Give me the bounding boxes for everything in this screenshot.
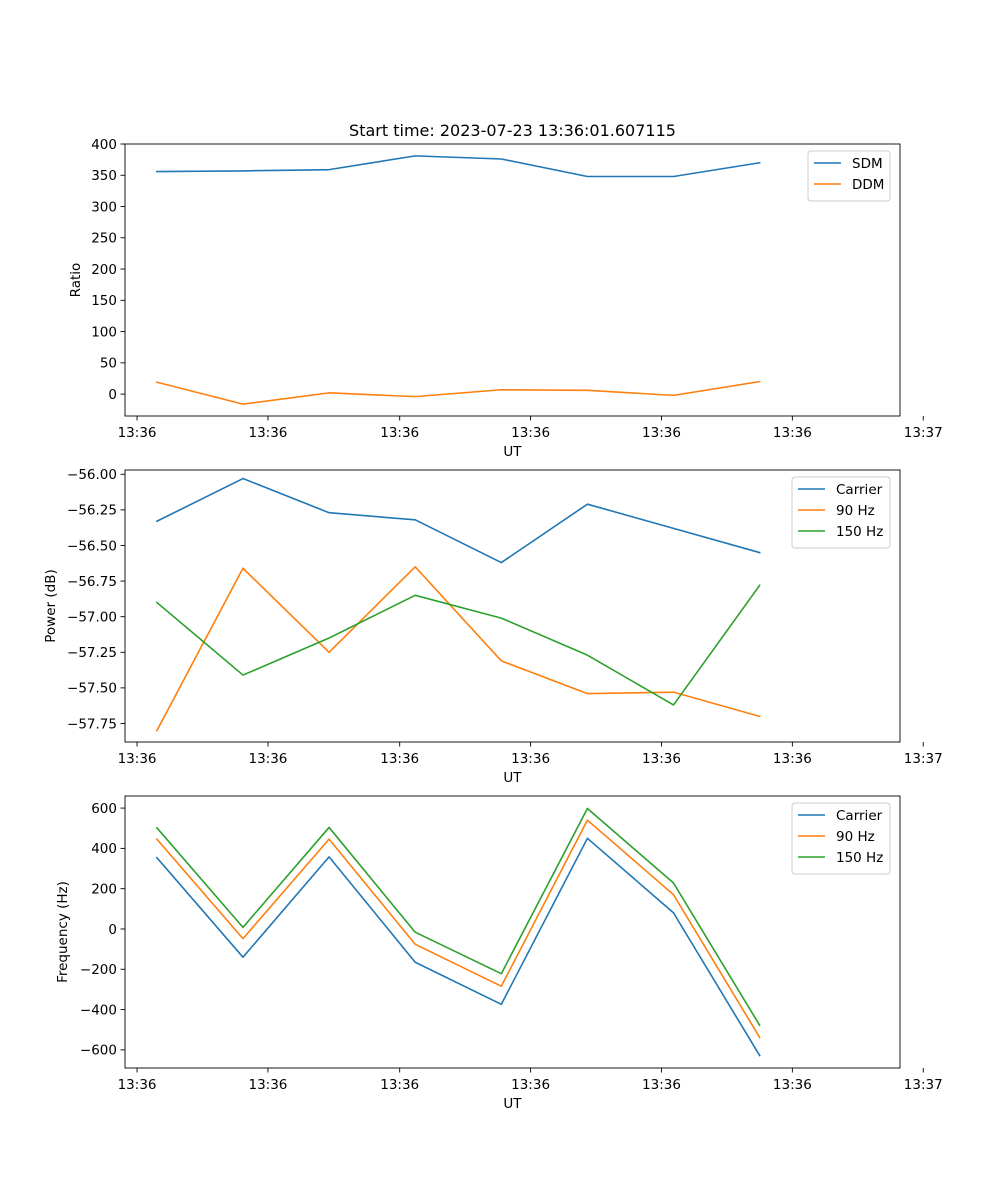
y-tick-label: 350	[91, 168, 117, 184]
x-tick-label: 13:37	[904, 1077, 943, 1093]
y-tick-label: 250	[91, 231, 117, 247]
legend-label: 150 Hz	[836, 524, 883, 540]
y-tick-label: −57.50	[67, 681, 117, 697]
chart-panel-2: 13:36 13:36 13:36 13:36 13:36 13:36 13:37 −57.7…	[43, 467, 943, 786]
x-tick-label: 13:37	[904, 751, 943, 767]
y-axis-label: Ratio	[68, 263, 84, 298]
y-tick-label: −56.00	[67, 467, 117, 483]
axes-frame	[124, 469, 901, 743]
chart-panel-1: Start time: 2023-07-23 13:36:01.607115 13…	[68, 121, 943, 460]
series-line-ddm	[155, 380, 761, 405]
y-tick-label: −57.75	[67, 716, 117, 732]
series-line-90-hz	[155, 819, 761, 1039]
x-tick-label: 13:36	[248, 1077, 287, 1093]
y-tick-label: 100	[91, 324, 117, 340]
legend-label: Carrier	[836, 808, 883, 824]
series-line-carrier	[155, 477, 761, 564]
series-line-carrier	[155, 837, 761, 1057]
series-line-sdm	[156, 155, 761, 178]
x-tick-label: 13:36	[380, 1077, 419, 1093]
x-tick-label: 13:36	[773, 751, 812, 767]
legend-label: 150 Hz	[836, 850, 883, 866]
series-line-90-hz	[155, 566, 761, 732]
x-tick-label: 13:36	[118, 425, 157, 441]
x-tick-label: 13:36	[380, 751, 419, 767]
x-tick-label: 13:36	[380, 425, 419, 441]
legend-label: 90 Hz	[836, 829, 875, 845]
legend: SDM DDM	[807, 150, 891, 202]
x-tick-label: 13:36	[118, 1077, 157, 1093]
legend: Carrier 90 Hz 150 Hz	[791, 802, 891, 875]
x-axis-label: UT	[503, 444, 522, 460]
x-tick-label: 13:36	[248, 751, 287, 767]
y-tick-label: 0	[108, 922, 117, 938]
chart-panel-3: 13:36 13:36 13:36 13:36 13:36 13:36 13:37 −600 −…	[55, 795, 943, 1112]
y-tick-label: −600	[80, 1043, 117, 1059]
y-tick-label: −57.25	[67, 645, 117, 661]
chart-title: Start time: 2023-07-23 13:36:01.607115	[349, 121, 676, 140]
y-tick-label: −57.00	[67, 609, 117, 625]
x-tick-label: 13:36	[642, 751, 681, 767]
y-tick-label: −400	[80, 1002, 117, 1018]
legend-label: Carrier	[836, 482, 883, 498]
y-tick-label: 50	[100, 356, 117, 372]
x-tick-label: 13:36	[642, 1077, 681, 1093]
x-tick-label: 13:36	[511, 751, 550, 767]
x-tick-label: 13:36	[248, 425, 287, 441]
series-line-150-hz	[155, 807, 761, 1027]
y-tick-label: −56.50	[67, 538, 117, 554]
x-axis-label: UT	[503, 1096, 522, 1112]
x-axis-label: UT	[503, 770, 522, 786]
y-tick-label: 600	[91, 801, 117, 817]
y-tick-label: 150	[91, 293, 117, 309]
y-tick-label: −56.25	[67, 503, 117, 519]
legend-label: SDM	[852, 156, 883, 172]
y-tick-label: 400	[91, 841, 117, 857]
y-tick-label: −56.75	[67, 574, 117, 590]
x-tick-label: 13:36	[511, 1077, 550, 1093]
y-axis-label: Power (dB)	[43, 569, 59, 642]
y-tick-label: 200	[91, 881, 117, 897]
legend-label: 90 Hz	[836, 503, 875, 519]
axes-frame	[124, 795, 901, 1069]
legend-label: DDM	[852, 177, 884, 193]
axes-frame	[124, 143, 901, 417]
y-tick-label: 200	[91, 262, 117, 278]
x-tick-label: 13:36	[118, 751, 157, 767]
x-tick-label: 13:36	[642, 425, 681, 441]
y-tick-label: −200	[80, 962, 117, 978]
y-tick-label: 0	[108, 387, 117, 403]
x-tick-label: 13:36	[773, 1077, 812, 1093]
y-tick-label: 400	[91, 137, 117, 153]
x-tick-label: 13:36	[511, 425, 550, 441]
series-line-150-hz	[155, 584, 761, 706]
legend: Carrier 90 Hz 150 Hz	[791, 476, 891, 549]
y-axis-label: Frequency (Hz)	[55, 881, 71, 983]
x-tick-label: 13:37	[904, 425, 943, 441]
x-tick-label: 13:36	[773, 425, 812, 441]
y-tick-label: 300	[91, 199, 117, 215]
